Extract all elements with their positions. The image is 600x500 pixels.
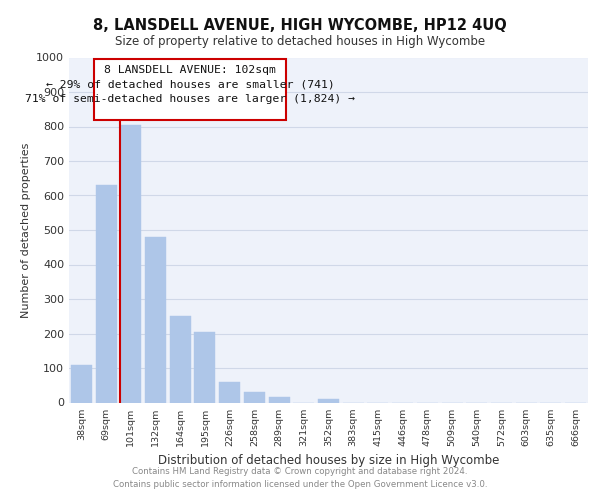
X-axis label: Distribution of detached houses by size in High Wycombe: Distribution of detached houses by size …	[158, 454, 499, 467]
Text: ← 29% of detached houses are smaller (741): ← 29% of detached houses are smaller (74…	[46, 80, 335, 90]
Text: Size of property relative to detached houses in High Wycombe: Size of property relative to detached ho…	[115, 35, 485, 48]
Text: 8 LANSDELL AVENUE: 102sqm: 8 LANSDELL AVENUE: 102sqm	[104, 66, 276, 76]
Text: 8, LANSDELL AVENUE, HIGH WYCOMBE, HP12 4UQ: 8, LANSDELL AVENUE, HIGH WYCOMBE, HP12 4…	[93, 18, 507, 32]
Bar	[244, 392, 265, 402]
Text: 71% of semi-detached houses are larger (1,824) →: 71% of semi-detached houses are larger (…	[25, 94, 355, 104]
FancyBboxPatch shape	[94, 58, 286, 120]
Bar	[95, 185, 116, 402]
Y-axis label: Number of detached properties: Number of detached properties	[20, 142, 31, 318]
Bar	[194, 332, 215, 402]
Text: Contains HM Land Registry data © Crown copyright and database right 2024.
Contai: Contains HM Land Registry data © Crown c…	[113, 468, 487, 489]
Bar	[269, 398, 290, 402]
Bar	[318, 399, 339, 402]
Bar	[170, 316, 191, 402]
Bar	[120, 125, 141, 402]
Bar	[219, 382, 240, 402]
Bar	[145, 237, 166, 402]
Bar	[71, 364, 92, 403]
